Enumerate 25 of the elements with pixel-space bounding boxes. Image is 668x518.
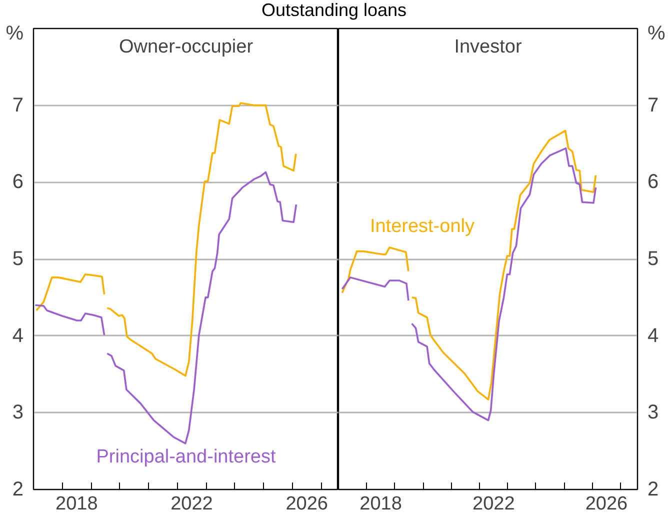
series-label: Interest-only [370, 216, 475, 238]
x-tick-label: 2026 [585, 494, 628, 514]
y-axis-title: % [6, 22, 24, 44]
y-axis-title: % [648, 22, 666, 44]
x-tick-label: 2026 [286, 494, 328, 514]
y-tick-label: 3 [648, 402, 659, 424]
y-tick-label: 6 [648, 171, 659, 194]
x-tick-label: 2018 [360, 494, 402, 514]
x-tick-label: 2018 [56, 494, 98, 514]
text: Outstanding loans [260, 0, 408, 20]
y-tick-label: 5 [12, 248, 24, 270]
y-tick-label: 2 [648, 478, 659, 500]
chart-title: Investor [454, 36, 522, 58]
series-label: Principal-and-interest [96, 446, 276, 468]
y-tick-label: 6 [12, 171, 24, 194]
y-tick-label: 7 [648, 94, 659, 116]
chart-title: Owner-occupier [118, 36, 254, 58]
x-tick-label: 2022 [170, 494, 213, 514]
y-tick-label: 5 [648, 248, 659, 270]
y-tick-label: 7 [12, 94, 24, 116]
y-tick-label: 3 [12, 402, 24, 424]
y-tick-label: 4 [648, 324, 659, 347]
y-tick-label: 4 [12, 324, 24, 347]
y-tick-label: 2 [12, 478, 24, 500]
x-tick-label: 2022 [472, 494, 515, 514]
